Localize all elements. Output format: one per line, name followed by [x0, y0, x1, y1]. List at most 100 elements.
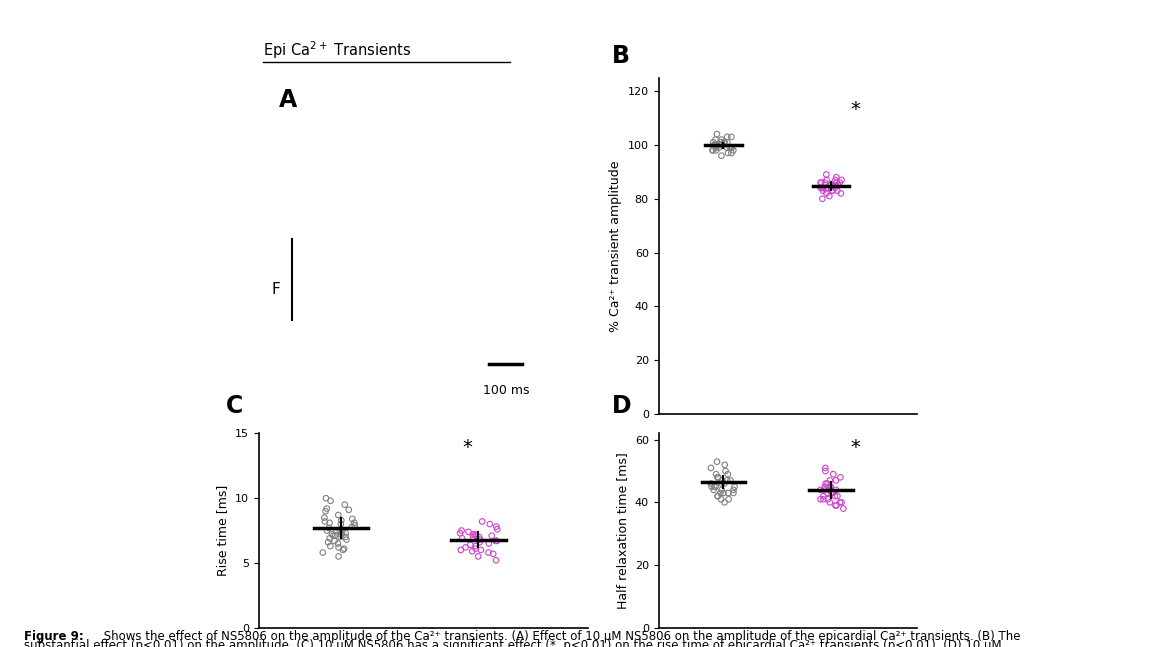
Point: [717, 476, 736, 486]
Point: [722, 142, 741, 153]
Point: [823, 488, 842, 498]
Point: [827, 172, 846, 182]
Point: [813, 193, 831, 204]
Point: [708, 457, 727, 467]
Point: [816, 481, 835, 492]
Point: [459, 527, 477, 537]
Point: [325, 536, 343, 546]
Point: [811, 183, 830, 193]
Point: [334, 545, 353, 555]
Point: [719, 148, 737, 158]
Point: [470, 534, 489, 545]
Point: [343, 514, 362, 524]
Point: [332, 524, 350, 534]
Point: [708, 129, 727, 139]
Point: [336, 528, 355, 538]
Point: [823, 180, 842, 190]
Point: [708, 491, 727, 501]
Point: [452, 545, 470, 555]
Point: [709, 472, 728, 483]
Point: [815, 177, 834, 188]
Point: [818, 478, 837, 488]
Point: [724, 488, 743, 498]
Point: [328, 538, 347, 549]
Point: [706, 135, 724, 145]
Point: [453, 525, 472, 536]
Point: [487, 521, 506, 532]
Point: [316, 506, 335, 516]
Point: [713, 135, 731, 145]
Point: [822, 488, 841, 498]
Point: [467, 541, 486, 551]
Point: [466, 543, 485, 554]
Point: [715, 459, 734, 470]
Point: [332, 529, 350, 540]
Point: [821, 476, 840, 486]
Point: [715, 497, 734, 507]
Point: [707, 140, 726, 150]
Text: Figure 9:: Figure 9:: [24, 630, 83, 643]
Point: [719, 469, 737, 479]
Point: [470, 537, 489, 547]
Point: [711, 488, 730, 498]
Point: [711, 151, 730, 161]
Point: [323, 531, 342, 541]
Point: [315, 516, 334, 527]
Point: [345, 518, 363, 528]
Point: [714, 488, 733, 498]
Point: [826, 500, 844, 510]
Point: [811, 494, 830, 505]
Point: [710, 140, 729, 150]
Point: [472, 545, 490, 555]
Point: [326, 531, 345, 541]
Point: [831, 188, 850, 199]
Point: [711, 137, 730, 148]
Point: [314, 547, 333, 558]
Point: [722, 142, 741, 153]
Point: [811, 177, 830, 188]
Point: [707, 469, 726, 479]
Y-axis label: Rise time [ms]: Rise time [ms]: [216, 485, 229, 576]
Point: [829, 180, 848, 190]
Point: [342, 521, 361, 532]
Point: [329, 510, 348, 520]
Point: [467, 531, 486, 541]
Point: [703, 145, 722, 155]
Point: [811, 485, 830, 495]
Point: [463, 529, 482, 540]
Point: [713, 485, 731, 495]
Point: [469, 551, 488, 562]
Point: [707, 140, 726, 150]
Point: [329, 551, 348, 562]
Point: [713, 476, 731, 486]
Point: [708, 491, 727, 501]
Point: [817, 175, 836, 185]
Point: [721, 142, 740, 153]
Point: [826, 180, 844, 190]
Point: [826, 175, 844, 185]
Point: [315, 512, 334, 523]
Point: [330, 527, 349, 537]
Point: [834, 503, 853, 514]
Point: [827, 177, 846, 188]
Point: [816, 466, 835, 476]
Text: Shows the effect of NS5806 on the amplitude of the Ca²⁺ transients. (A) Effect o: Shows the effect of NS5806 on the amplit…: [100, 630, 1021, 643]
Point: [721, 476, 740, 486]
Point: [461, 540, 480, 550]
Point: [488, 524, 507, 534]
Text: F: F: [272, 282, 281, 297]
Point: [724, 485, 743, 495]
Point: [817, 188, 836, 199]
Point: [821, 481, 840, 492]
Point: [822, 186, 841, 196]
Point: [480, 519, 499, 529]
Point: [817, 183, 836, 193]
Point: [320, 523, 339, 533]
Text: *: *: [850, 100, 860, 118]
Point: [717, 132, 736, 142]
Point: [820, 485, 838, 495]
Point: [330, 532, 349, 542]
Point: [814, 183, 833, 193]
Point: [811, 177, 830, 188]
Point: [826, 491, 844, 501]
